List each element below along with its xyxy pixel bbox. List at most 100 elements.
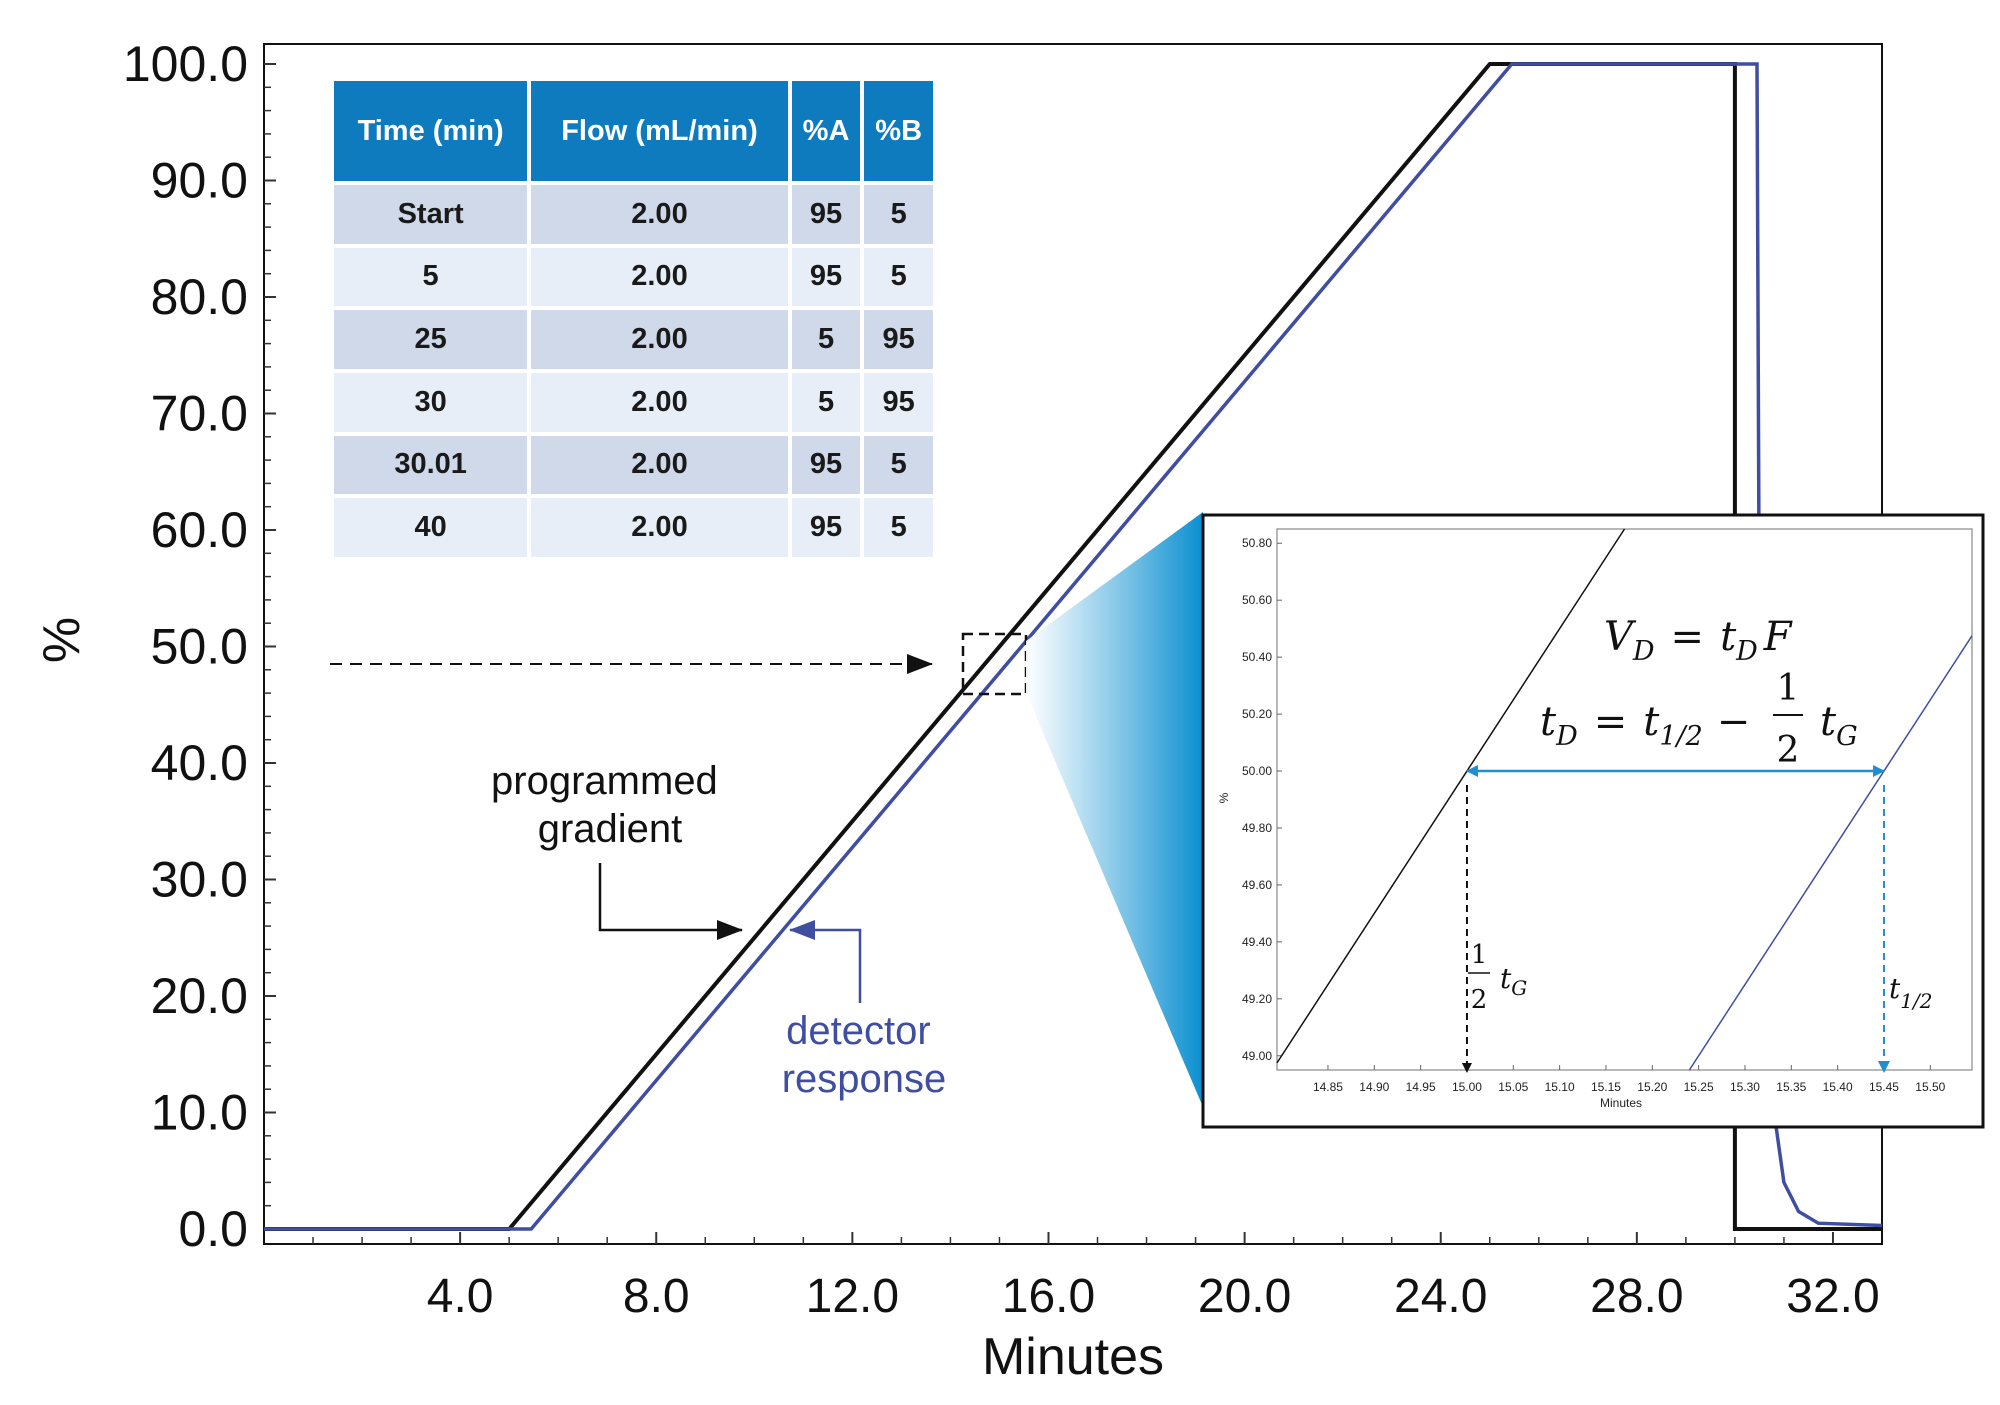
programmed-gradient-label-line: programmed bbox=[491, 759, 718, 803]
inset-y-tick-label: 50.00 bbox=[1242, 764, 1272, 778]
programmed-gradient-label-line: gradient bbox=[538, 807, 683, 851]
detector-response-arrow bbox=[789, 920, 862, 1003]
t-half-label: t1/2 bbox=[1889, 972, 1932, 1013]
x-tick-label: 28.0 bbox=[1590, 1270, 1683, 1323]
eq-symbol: − bbox=[1717, 699, 1751, 745]
x-axis-title: Minutes bbox=[982, 1328, 1164, 1386]
table-cell: 2.00 bbox=[531, 372, 788, 432]
table-header-row: Time (min) Flow (mL/min) %A %B bbox=[334, 81, 933, 181]
inset-x-tick-label: 15.25 bbox=[1684, 1080, 1714, 1094]
delay-time-equation: tD = t1/2− 1 2 tG bbox=[1540, 668, 1858, 771]
y-axis-title: % bbox=[33, 617, 91, 663]
svg-text:VD=tDF: VD = tD F bbox=[1604, 614, 1793, 667]
table-cell: 40 bbox=[334, 498, 528, 557]
table-cell: 2.00 bbox=[531, 185, 788, 244]
inset-y-tick-label: 49.20 bbox=[1242, 992, 1272, 1006]
inset-series-line-programmed bbox=[1276, 528, 1626, 1064]
inset-x-tick-label: 15.10 bbox=[1545, 1080, 1575, 1094]
y-tick-label: 50.0 bbox=[151, 619, 248, 675]
table-cell: 5 bbox=[864, 435, 933, 495]
inset-tick-marks bbox=[1277, 542, 1931, 1070]
table-row: 25 2.00 5 95 bbox=[334, 310, 933, 369]
inset-y-tick-label: 49.40 bbox=[1242, 935, 1272, 949]
svg-text:tG: tG bbox=[1500, 962, 1527, 1000]
inset-x-tick-label: 14.95 bbox=[1406, 1080, 1436, 1094]
x-tick-label: 16.0 bbox=[1002, 1270, 1095, 1323]
programmed-gradient-arrow bbox=[598, 863, 743, 940]
y-tick-label: 80.0 bbox=[151, 269, 248, 325]
x-tick-labels: 4.0 8.0 12.0 16.0 20.0 24.0 28.0 32.0 bbox=[427, 1270, 1880, 1323]
table-cell: 5 bbox=[334, 247, 528, 307]
table-cell: 5 bbox=[864, 185, 933, 244]
inset-y-tick-label: 49.60 bbox=[1242, 878, 1272, 892]
table-cell: 95 bbox=[791, 435, 861, 495]
table-cell: 5 bbox=[864, 247, 933, 307]
inset-x-tick-label: 15.50 bbox=[1915, 1080, 1945, 1094]
delay-volume-equation: VD = tD F bbox=[1604, 614, 1793, 667]
eq-symbol: t bbox=[1889, 972, 1901, 1005]
zoom-callout-wedge bbox=[1026, 512, 1203, 1107]
table-cell: 95 bbox=[791, 185, 861, 244]
eq-denominator: 2 bbox=[1777, 730, 1800, 771]
y-tick-label: 40.0 bbox=[151, 735, 248, 791]
x-tick-label: 24.0 bbox=[1394, 1270, 1487, 1323]
inset-x-axis-title: Minutes bbox=[1600, 1096, 1642, 1110]
programmed-gradient-label: programmed gradient bbox=[491, 759, 729, 851]
table-row: 5 2.00 95 5 bbox=[334, 247, 933, 307]
table-header-cell: %A bbox=[791, 81, 861, 181]
inset-x-tick-label: 14.90 bbox=[1359, 1080, 1389, 1094]
eq-symbol: = bbox=[1671, 614, 1705, 660]
inset-x-tick-label: 15.15 bbox=[1591, 1080, 1621, 1094]
table-cell: 5 bbox=[791, 372, 861, 432]
y-minor-ticks bbox=[264, 63, 276, 1230]
inset-x-tick-label: 15.20 bbox=[1637, 1080, 1667, 1094]
y-tick-label: 100.0 bbox=[123, 36, 248, 92]
inset-y-tick-label: 50.60 bbox=[1242, 593, 1272, 607]
table-cell: 5 bbox=[864, 498, 933, 557]
inset-y-tick-label: 49.80 bbox=[1242, 821, 1272, 835]
svg-text:tG: tG bbox=[1820, 699, 1858, 752]
table-row: Start 2.00 95 5 bbox=[334, 185, 933, 244]
table-row: 30.01 2.00 95 5 bbox=[334, 435, 933, 495]
y-tick-label: 30.0 bbox=[151, 852, 248, 908]
x-tick-label: 4.0 bbox=[427, 1270, 494, 1323]
y-tick-label: 20.0 bbox=[151, 968, 248, 1024]
eq-subscript: G bbox=[1836, 721, 1858, 752]
table-cell: 95 bbox=[864, 372, 933, 432]
inset-x-tick-label: 15.30 bbox=[1730, 1080, 1760, 1094]
eq-symbol: t bbox=[1720, 614, 1737, 660]
table-cell: 2.00 bbox=[531, 498, 788, 557]
x-tick-label: 20.0 bbox=[1198, 1270, 1291, 1323]
eq-subscript: 1/2 bbox=[1900, 989, 1932, 1013]
x-minor-ticks bbox=[312, 1232, 1834, 1244]
inset-x-tick-label: 15.35 bbox=[1776, 1080, 1806, 1094]
eq-symbol: = bbox=[1594, 699, 1628, 745]
zoom-region-box bbox=[961, 632, 1028, 696]
table-cell: Start bbox=[334, 185, 528, 244]
y-tick-label: 10.0 bbox=[151, 1085, 248, 1141]
inset-panel bbox=[1201, 513, 1985, 1129]
eq-symbol: t bbox=[1820, 699, 1837, 745]
table-row: 40 2.00 95 5 bbox=[334, 498, 933, 557]
inset-x-tick-labels: 14.85 14.90 14.95 15.00 15.05 15.10 15.1… bbox=[1313, 1080, 1946, 1094]
inset-y-axis-title: % bbox=[1217, 792, 1231, 803]
gradient-table: Time (min) Flow (mL/min) %A %B Start 2.0… bbox=[330, 77, 937, 561]
eq-numerator: 1 bbox=[1471, 940, 1488, 970]
table-row: 30 2.00 5 95 bbox=[334, 372, 933, 432]
inset-y-tick-labels: 49.00 49.20 49.40 49.60 49.80 50.00 50.2… bbox=[1242, 536, 1272, 1063]
eq-symbol: t bbox=[1500, 962, 1512, 995]
table-cell: 30.01 bbox=[334, 435, 528, 495]
table-cell: 5 bbox=[791, 310, 861, 369]
detector-response-label: detector response bbox=[782, 1009, 947, 1101]
svg-text:t1/2: t1/2 bbox=[1889, 972, 1932, 1013]
inset-x-tick-label: 15.05 bbox=[1498, 1080, 1528, 1094]
eq-symbol: F bbox=[1763, 614, 1793, 660]
half-tg-label: 1 2 tG bbox=[1468, 940, 1527, 1015]
table-cell: 2.00 bbox=[531, 310, 788, 369]
table-header-cell: %B bbox=[864, 81, 933, 181]
inset-x-tick-label: 15.00 bbox=[1452, 1080, 1482, 1094]
eq-subscript: D bbox=[1735, 636, 1758, 667]
inset-x-tick-label: 14.85 bbox=[1313, 1080, 1343, 1094]
x-tick-label: 8.0 bbox=[623, 1270, 690, 1323]
